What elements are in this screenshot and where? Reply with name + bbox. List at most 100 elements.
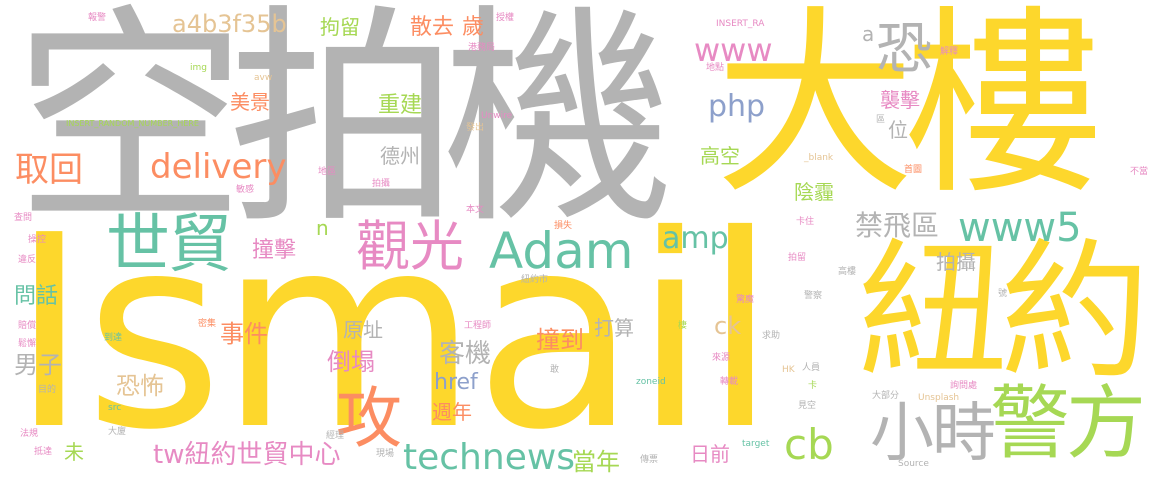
word: 不當 — [1130, 167, 1149, 177]
word: 倒塌 — [327, 348, 375, 376]
word: 解釋 — [940, 47, 959, 57]
word: 轉載 — [720, 377, 739, 387]
word: Unsplash — [918, 393, 960, 403]
word: php — [708, 89, 766, 124]
word: cb — [784, 420, 834, 469]
word: Ismail — [10, 178, 777, 482]
word: 工程師 — [464, 321, 492, 331]
word: 報警 — [88, 13, 107, 23]
word: 問話 — [14, 284, 59, 309]
word: 重建 — [378, 93, 423, 118]
word: 人員 — [802, 363, 821, 373]
word: 本文 — [466, 205, 485, 215]
word: 號 — [998, 289, 1008, 299]
word: INSERT_RA — [716, 19, 765, 29]
word: 操控 — [28, 235, 47, 245]
word: 警察 — [804, 291, 823, 301]
word: 客機 — [439, 339, 492, 369]
word: href — [434, 370, 478, 395]
word: 撞擊 — [252, 238, 297, 263]
word: 恐 — [876, 17, 932, 82]
word: 授權 — [496, 13, 515, 23]
word: 求助 — [762, 331, 781, 341]
word: 拍攝 — [936, 250, 976, 274]
word: 拍攝 — [372, 179, 391, 189]
word: avw — [254, 73, 273, 83]
word: 傳票 — [640, 455, 659, 465]
word: www — [694, 31, 773, 69]
word: 空拍機 — [14, 0, 674, 255]
word: 日前 — [690, 442, 730, 466]
word: 位 — [888, 118, 908, 142]
word: 法規 — [20, 429, 39, 439]
word: 區 — [876, 115, 886, 125]
word: 港務局 — [468, 43, 496, 53]
word: 世貿 — [106, 208, 232, 282]
word: img — [190, 63, 207, 73]
word: 高空 — [700, 144, 740, 168]
word: 驚魔 — [736, 295, 755, 305]
word: 未 — [64, 440, 84, 464]
word: ck — [714, 312, 742, 340]
word: 見空 — [798, 401, 817, 411]
word: 歲 — [462, 15, 485, 40]
word: 首圖 — [904, 165, 923, 175]
word: 警方 — [990, 377, 1146, 470]
word: Source — [898, 459, 929, 469]
word: Adam — [489, 222, 634, 280]
word: 地區 — [318, 167, 337, 177]
word: 取回 — [15, 150, 83, 190]
word: a — [862, 22, 875, 46]
word: 現場 — [376, 449, 395, 459]
word: delivery — [150, 147, 287, 187]
word: 卡住 — [796, 217, 815, 227]
word: 紐約市 — [521, 275, 549, 285]
word: 密集 — [198, 319, 217, 329]
word: zoneid — [636, 377, 666, 387]
word: 禁飛區 — [855, 209, 940, 242]
word: 散去 — [410, 15, 455, 40]
word: 違反 — [18, 255, 37, 265]
word: 敢 — [550, 365, 560, 375]
word: 發出 — [466, 123, 485, 133]
word: 損失 — [554, 221, 573, 231]
word: 紐約 — [858, 226, 1150, 400]
word: 卡 — [808, 381, 818, 391]
word: 賠償 — [18, 321, 37, 331]
word: 高樓 — [838, 267, 857, 277]
word: 詢問處 — [950, 381, 978, 391]
word: 當年 — [572, 448, 620, 476]
word: 原址 — [343, 318, 383, 342]
word: 大樓 — [715, 0, 1103, 222]
word: HK — [782, 365, 795, 375]
word: 經理 — [326, 431, 345, 441]
word: Unwire — [481, 111, 513, 121]
word: amp — [662, 221, 729, 256]
word: 男子 — [14, 351, 62, 379]
word: 來源 — [712, 353, 731, 363]
word: n — [316, 216, 329, 240]
word: 打算 — [594, 316, 634, 340]
word: www5 — [958, 205, 1082, 251]
word: 美景 — [230, 90, 270, 114]
word: 抵達 — [34, 447, 53, 457]
word: 大廈 — [108, 427, 127, 437]
word: 陰霾 — [794, 180, 834, 204]
word: src — [108, 403, 122, 413]
word: 大部分 — [872, 391, 900, 401]
word: 棲 — [678, 321, 688, 331]
word: 小時 — [870, 397, 996, 471]
word: tw紐約世貿中心 — [153, 440, 341, 470]
word: 拍留 — [788, 253, 807, 263]
word: 恐怖 — [116, 372, 164, 400]
word: 事件 — [220, 320, 268, 348]
word: 拘留 — [320, 15, 360, 39]
word: 目的 — [38, 385, 57, 395]
word: 敏感 — [236, 185, 255, 195]
word: 攻 — [336, 380, 402, 457]
word: 觀光 — [356, 215, 464, 278]
word: target — [742, 439, 770, 449]
word: technews — [403, 437, 576, 478]
word: 到達 — [104, 333, 123, 343]
